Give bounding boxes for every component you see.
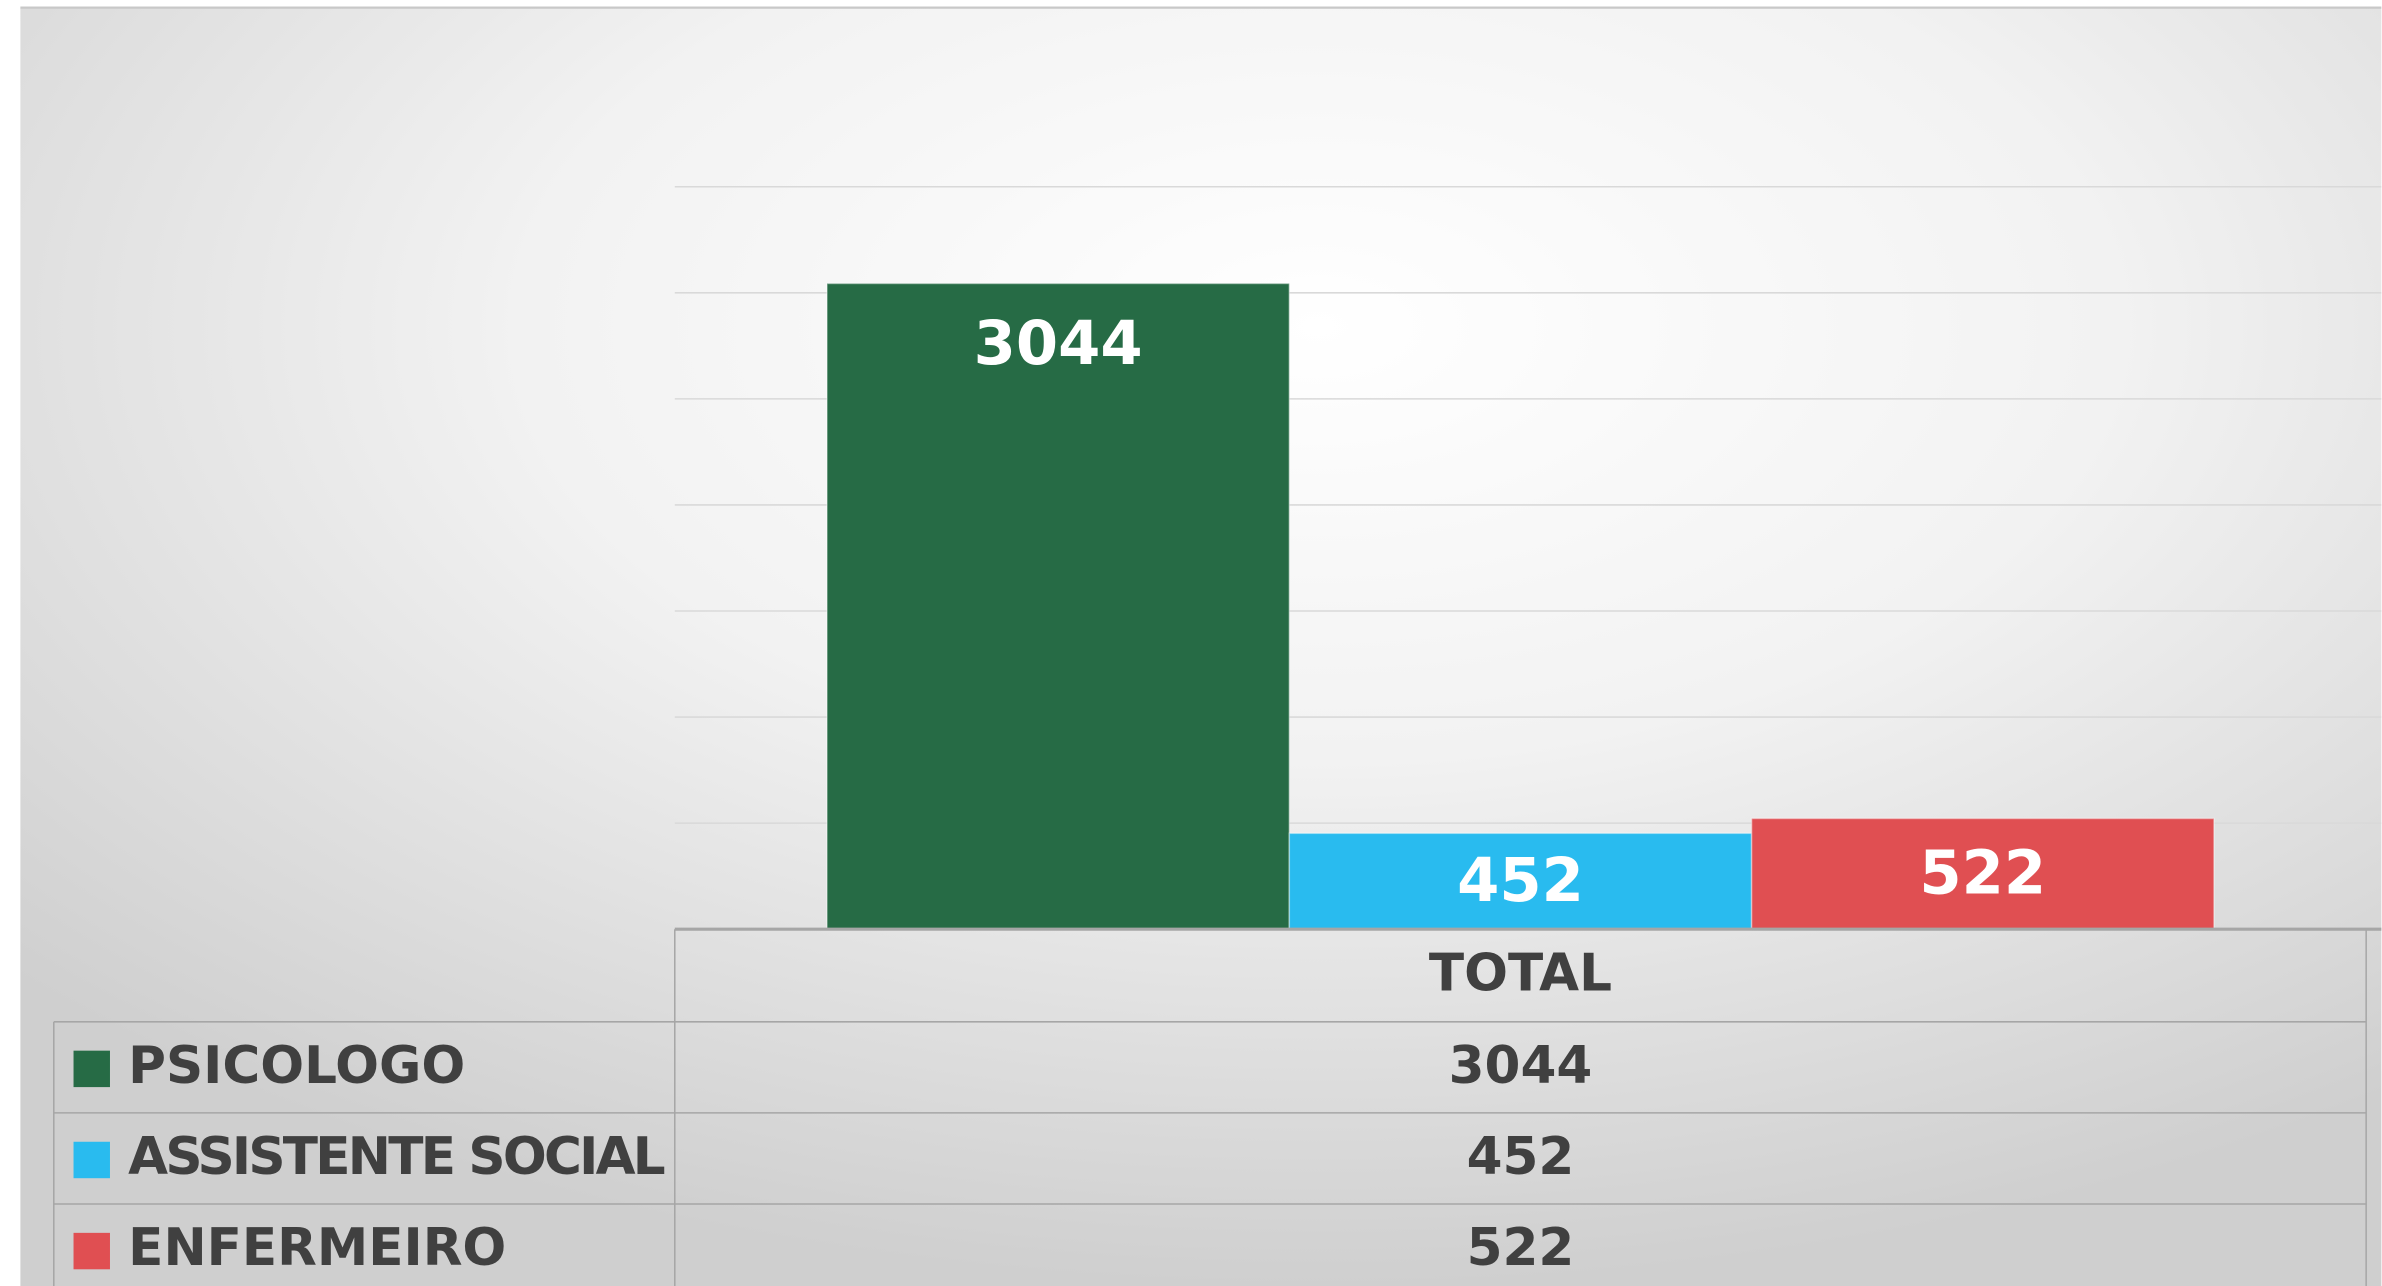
- legend-label: ENFERMEIRO: [128, 1218, 506, 1278]
- data-label: 522: [1919, 838, 2046, 908]
- table-header: TOTAL: [1429, 943, 1612, 1003]
- legend-swatch: [73, 1141, 110, 1179]
- bar: [1288, 832, 1753, 930]
- legend-label: PSICOLOGO: [128, 1036, 465, 1096]
- table-value: 3044: [1449, 1036, 1593, 1096]
- table-value: 452: [1467, 1127, 1575, 1187]
- bar: [1750, 817, 2215, 930]
- legend-swatch: [73, 1050, 110, 1088]
- table-value: 522: [1467, 1218, 1575, 1278]
- bar: [826, 282, 1291, 930]
- legend-swatch: [73, 1232, 110, 1270]
- data-label: 3044: [974, 309, 1143, 379]
- legend-label: ASSISTENTE SOCIAL: [128, 1127, 665, 1187]
- data-label: 452: [1457, 846, 1584, 916]
